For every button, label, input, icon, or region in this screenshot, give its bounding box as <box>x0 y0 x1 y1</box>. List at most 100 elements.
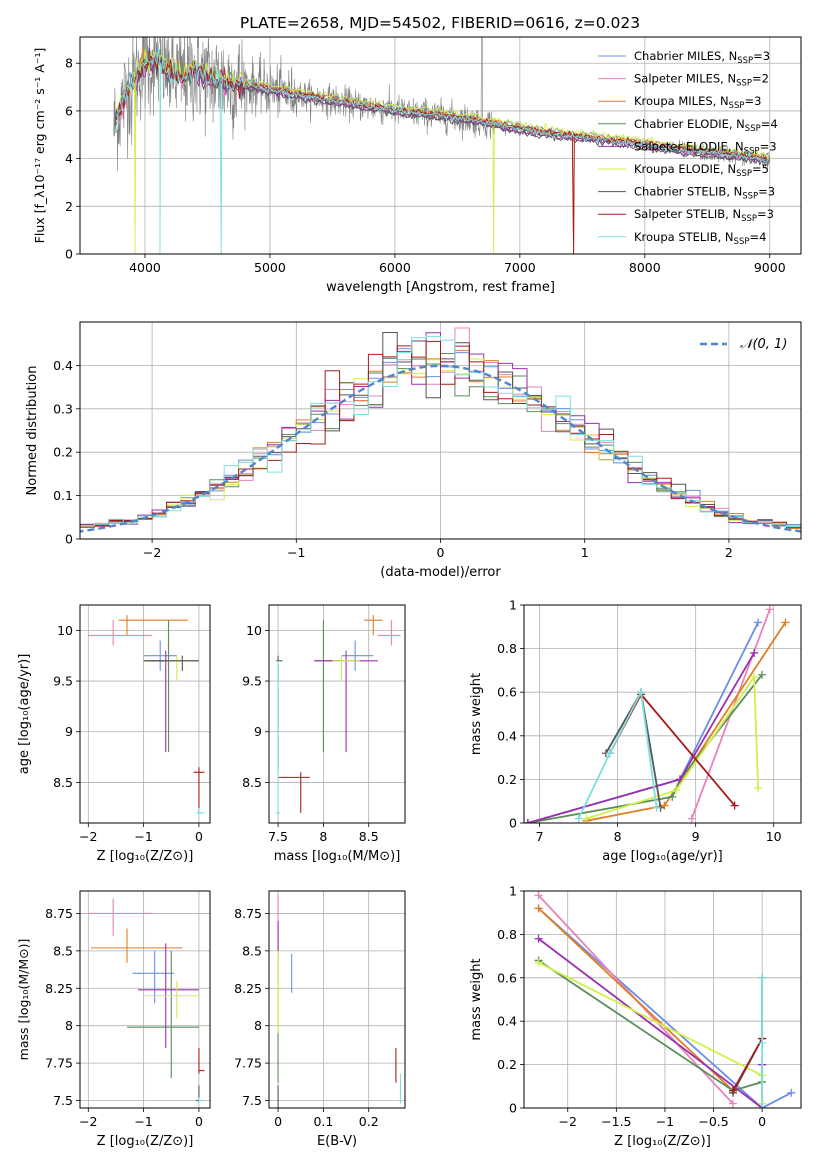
weight-point <box>574 814 583 823</box>
legend-entry: 𝒩(0, 1) <box>740 337 787 352</box>
y-tick-label: 2 <box>65 199 73 214</box>
x-tick-label: 5000 <box>254 260 286 275</box>
panel-weight-vs-Z: −2 −1.5 −1 −0.5 0 0 0.2 0.4 0.6 0.8 1 Z [log₁₀(Z/Z⊙… <box>469 884 802 1149</box>
x-tick-label: −2 <box>79 1114 97 1129</box>
x-tick-label: 4000 <box>129 260 161 275</box>
errorbar-point <box>143 655 199 671</box>
y-tick-label: 0.2 <box>497 772 517 787</box>
y-tick-label: 7.75 <box>234 1056 262 1071</box>
y-tick-label: 8.5 <box>242 943 262 958</box>
spectrum-legend: Chabrier MILES, NSSP=3 Salpeter MILES, NS… <box>598 49 778 247</box>
errorbar-point <box>196 807 205 818</box>
errorbar-point <box>143 620 199 753</box>
weight-point <box>582 814 591 823</box>
spectrum-title: PLATE=2658, MJD=54502, FIBERID=0616, z=0… <box>240 14 640 32</box>
residuals-marks <box>80 327 801 533</box>
y-tick-label: 8.25 <box>45 981 73 996</box>
errorbar-point <box>143 640 177 671</box>
panel-age-vs-mass: 7.5 8 8.5 8.5 9 9.5 10 mass [log₁₀(M/M⊙)] <box>242 604 406 864</box>
y-tick-label: 0.1 <box>53 488 73 503</box>
x-tick-label: 9000 <box>754 260 786 275</box>
y-tick-label: 0.4 <box>53 358 73 373</box>
weight-point <box>534 891 543 900</box>
x-tick-label: 7000 <box>504 260 536 275</box>
x-axis-label: (data-model)/error <box>380 565 501 580</box>
weight-point <box>754 618 763 627</box>
errorbar-point <box>332 655 360 682</box>
y-tick-label: 8.25 <box>234 981 262 996</box>
weight-series-2 <box>537 907 734 1092</box>
y-tick-label: 9.5 <box>242 674 262 689</box>
x-axis-label: mass [log₁₀(M/M⊙)] <box>274 849 401 864</box>
weight-series-5 <box>586 676 759 820</box>
model-spectrum-8 <box>114 47 770 254</box>
y-tick-label: 1 <box>509 884 517 899</box>
errorbar-point <box>198 1097 205 1104</box>
legend-entry: Kroupa STELIB, NSSP=4 <box>634 230 766 247</box>
errorbar-point <box>278 772 310 813</box>
weight-series-7 <box>732 1038 763 1092</box>
x-tick-label: 0 <box>437 545 445 560</box>
weight-series-4 <box>538 938 764 1108</box>
y-tick-label: 10 <box>57 623 73 638</box>
weight-point <box>672 786 681 795</box>
y-tick-label: 0.2 <box>53 445 73 460</box>
panel-mass-vs-Z: −2 −1 0 7.5 7.75 8 8.25 8.5 8.75 Z [log₁₀(Z/Z⊙)] m… <box>16 890 211 1149</box>
y-tick-label: 9.5 <box>53 674 73 689</box>
x-tick-label: 0 <box>758 1114 766 1129</box>
age-vs-mass-grid <box>269 605 405 823</box>
y-tick-label: 8 <box>254 1018 262 1033</box>
weight-point <box>524 819 532 823</box>
errorbar-point <box>149 650 183 753</box>
weight-point <box>687 814 696 823</box>
legend-entry: Kroupa MILES, NSSP=3 <box>634 94 761 111</box>
spectrum-marks <box>113 37 771 254</box>
model-spectrum-6 <box>114 48 770 166</box>
y-tick-label: 8.5 <box>53 775 73 790</box>
x-tick-label: 2 <box>725 545 733 560</box>
x-axis-label: Z [log₁₀(Z/Z⊙)] <box>97 1134 194 1149</box>
residuals-frame <box>79 321 802 540</box>
x-tick-label: 0 <box>195 1114 203 1129</box>
y-tick-label: 7.5 <box>242 1093 262 1108</box>
errorbar-point <box>364 615 383 636</box>
model-spectrum-2 <box>114 46 770 254</box>
weight-series-8 <box>577 691 658 820</box>
model-spectrum-5 <box>114 48 770 254</box>
age-vs-Z-marks <box>88 615 205 818</box>
y-tick-label: 0.4 <box>497 1014 517 1029</box>
weight-point <box>781 618 790 627</box>
x-tick-label: 8000 <box>629 260 661 275</box>
x-tick-label: 0.1 <box>313 1114 333 1129</box>
legend-entry: Chabrier STELIB, NSSP=3 <box>634 185 775 202</box>
x-tick-label: 8 <box>614 829 622 844</box>
y-tick-label: 0.6 <box>497 970 517 985</box>
panel-spectrum: 4000 5000 6000 7000 8000 9000 0 2 4 6 8 wavelength … <box>32 36 802 295</box>
y-tick-label: 0.6 <box>497 685 517 700</box>
weight-vs-Z-marks <box>534 891 796 1108</box>
x-axis-label: wavelength [Angstrom, rest frame] <box>326 280 555 295</box>
mass-vs-ebv-frame <box>268 890 406 1109</box>
errorbar-point <box>193 767 205 813</box>
x-tick-label: 7 <box>536 829 544 844</box>
panel-weight-vs-age: 7 8 9 10 0 0.2 0.4 0.6 0.8 1 age [log₁₀(age/yr)] ma… <box>469 598 802 864</box>
age-vs-Z-frame <box>79 604 211 824</box>
x-tick-label: −1 <box>134 1114 152 1129</box>
model-spectrum-4 <box>114 53 769 164</box>
y-tick-label: 0 <box>65 247 73 262</box>
legend-entry: Salpeter STELIB, NSSP=3 <box>634 207 774 224</box>
y-tick-label: 0.8 <box>497 641 517 656</box>
y-tick-label: 6 <box>65 103 73 118</box>
y-tick-label: 7.5 <box>53 1093 73 1108</box>
weight-vs-Z-frame <box>523 890 802 1109</box>
errorbar-point <box>198 1048 205 1074</box>
mass-vs-ebv-grid <box>269 891 405 1108</box>
weight-vs-age-marks <box>524 605 790 823</box>
errorbar-point <box>118 615 188 636</box>
y-tick-label: 7.75 <box>45 1056 73 1071</box>
weight-point <box>757 670 766 679</box>
weight-point <box>534 904 543 913</box>
y-tick-label: 0 <box>65 532 73 547</box>
x-axis-label: age [log₁₀(age/yr)] <box>602 849 723 864</box>
errorbar-point <box>377 620 401 646</box>
